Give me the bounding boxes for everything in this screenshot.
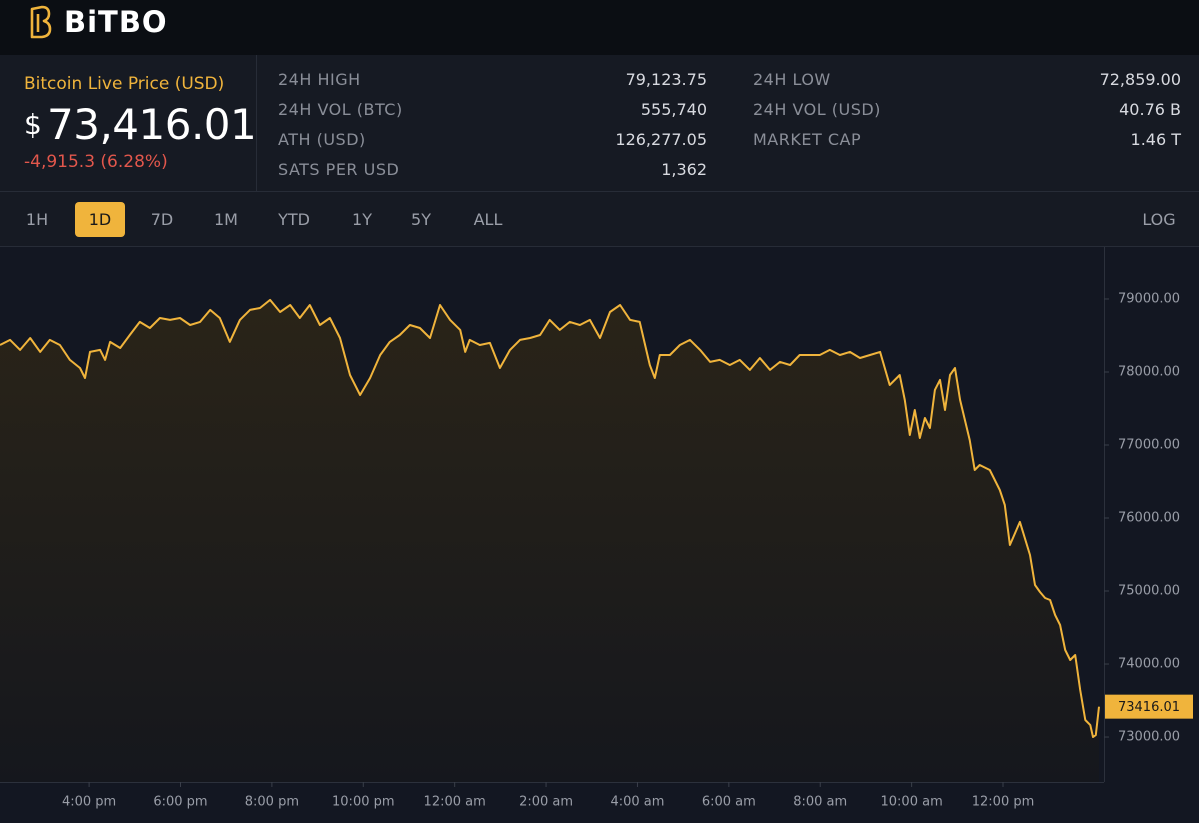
y-tick-label: 77000.00 [1118, 437, 1180, 452]
price-chart: 73000.00 74000.00 75000.00 76000.00 77000.00… [0, 247, 1193, 810]
x-tick-label: 8:00 am [793, 795, 847, 810]
y-tick-label: 79000.00 [1118, 291, 1180, 306]
timeframe-tab[interactable]: 5Y [411, 210, 431, 229]
stat-value: 126,277.05 [615, 130, 707, 149]
stat-label: SATS PER USD [278, 160, 400, 179]
timeframe-tab[interactable]: 1H [25, 210, 49, 229]
stat-label: 24H LOW [753, 70, 831, 89]
x-tick-label: 10:00 pm [332, 795, 395, 810]
price-area [0, 299, 1099, 782]
divider [256, 55, 257, 191]
y-tick-label: 75000.00 [1118, 584, 1180, 599]
x-tick-label: 4:00 am [610, 795, 664, 810]
current-price-tag [1105, 694, 1193, 719]
log-toggle[interactable]: LOG [1142, 210, 1176, 229]
stat-label: ATH (USD) [278, 130, 366, 149]
top-bar: BiTBO [0, 0, 1199, 55]
timeframe-bar [0, 192, 1199, 247]
y-tick-label: 78000.00 [1118, 364, 1180, 379]
timeframe-tab[interactable]: 7D [150, 210, 174, 229]
x-tick-label: 12:00 am [424, 795, 486, 810]
y-tick-label: 73000.00 [1118, 730, 1180, 745]
x-tick-label: 2:00 am [519, 795, 573, 810]
currency-symbol: $ [24, 108, 42, 141]
stat-label: 24H HIGH [278, 70, 361, 89]
stat-value: 1,362 [661, 160, 707, 179]
y-tick-label: 76000.00 [1118, 511, 1180, 526]
stat-label: 24H VOL (BTC) [278, 100, 403, 119]
stats-panel [0, 55, 1199, 192]
timeframe-tab[interactable]: ALL [473, 210, 503, 229]
x-tick-label: 6:00 am [702, 795, 756, 810]
price-line [0, 298, 1100, 738]
x-tick-label: 12:00 pm [972, 795, 1035, 810]
stat-value: 1.46 T [1130, 130, 1181, 149]
logo-text[interactable]: BiTBO [64, 5, 168, 39]
price-label: Bitcoin Live Price (USD) [24, 74, 225, 94]
timeframe-tab[interactable]: 1Y [352, 210, 372, 229]
x-tick-label: 10:00 am [881, 795, 943, 810]
stat-value: 555,740 [640, 100, 707, 119]
price-change: -4,915.3 (6.28%) [24, 152, 168, 172]
current-price-label: 73416.01 [1118, 700, 1180, 715]
logo-icon [30, 5, 52, 39]
timeframe-tab[interactable]: YTD [278, 210, 310, 229]
timeframe-tab[interactable]: 1M [214, 210, 238, 229]
y-tick-label: 74000.00 [1118, 657, 1180, 672]
x-tick-label: 4:00 pm [62, 795, 116, 810]
stat-label: 24H VOL (USD) [753, 100, 881, 119]
timeframe-tab[interactable]: 1D [75, 202, 125, 237]
stat-value: 79,123.75 [625, 70, 707, 89]
stat-value: 40.76 B [1119, 100, 1181, 119]
stat-value: 72,859.00 [1099, 70, 1181, 89]
stat-label: MARKET CAP [753, 130, 862, 149]
x-tick-label: 6:00 pm [153, 795, 207, 810]
x-tick-label: 8:00 pm [245, 795, 299, 810]
price: 73,416.01 [47, 100, 257, 149]
